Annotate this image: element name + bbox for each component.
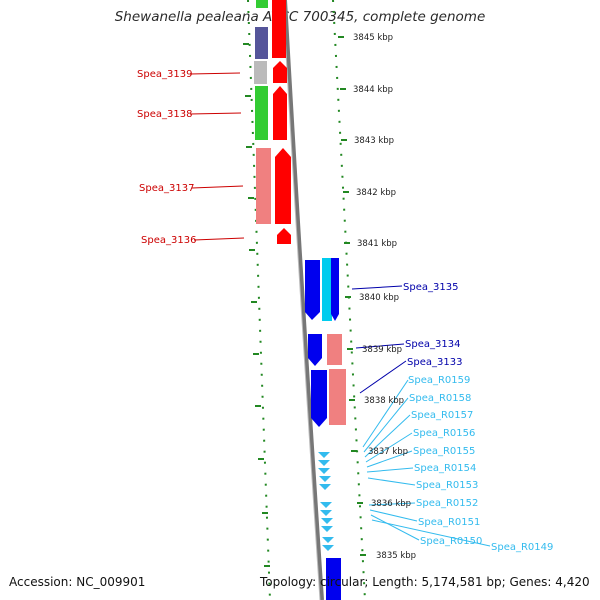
kbp-label: 3840 kbp — [359, 293, 399, 303]
feature-green-spea3138[interactable] — [255, 86, 268, 140]
pink-gene-spea3134[interactable] — [327, 334, 342, 365]
gene-label-spea3135[interactable]: Spea_3135 — [403, 282, 458, 293]
left-short-ticks — [243, 43, 270, 567]
kbp-labels: 3845 kbp 3844 kbp 3843 kbp 3842 kbp 3841… — [353, 33, 416, 561]
blue-gene-arrow-spea3134[interactable] — [308, 334, 322, 366]
trna-arrow[interactable] — [318, 452, 330, 458]
kbp-label: 3845 kbp — [353, 33, 393, 43]
kbp-label: 3835 kbp — [376, 551, 416, 561]
gene-label-speaR0149[interactable]: Spea_R0149 — [491, 542, 553, 553]
gene-label-spea3136[interactable]: Spea_3136 — [141, 235, 196, 246]
gene-label-spea3137[interactable]: Spea_3137 — [139, 183, 194, 194]
trna-arrow[interactable] — [318, 460, 330, 466]
feature-purple[interactable] — [255, 27, 268, 59]
trna-track — [318, 452, 334, 551]
kbp-label: 3836 kbp — [371, 499, 411, 509]
gene-label-speaR0156[interactable]: Spea_R0156 — [413, 428, 475, 439]
gene-label-speaR0151[interactable]: Spea_R0151 — [418, 517, 480, 528]
feature-gray-spea3139[interactable] — [254, 61, 267, 84]
trna-arrow[interactable] — [322, 537, 334, 543]
kbp-label: 3842 kbp — [356, 188, 396, 198]
left-outer-dotted-border — [247, 0, 271, 600]
kbp-label: 3839 kbp — [362, 345, 402, 355]
right-outer-dotted-border — [332, 0, 366, 600]
kbp-label: 3838 kbp — [364, 396, 404, 406]
trna-arrow[interactable] — [322, 545, 334, 551]
red-gene-arrow-spea3137[interactable] — [275, 148, 291, 224]
red-gene-track — [272, 0, 291, 244]
trna-arrow[interactable] — [320, 502, 332, 508]
gene-label-speaR0155[interactable]: Spea_R0155 — [413, 446, 475, 457]
kbp-label: 3843 kbp — [354, 136, 394, 146]
kbp-label: 3841 kbp — [357, 239, 397, 249]
blue-gene-bottom[interactable] — [326, 558, 341, 600]
genome-summary: Topology: circular; Length: 5,174,581 bp… — [260, 575, 590, 589]
gene-label-speaR0153[interactable]: Spea_R0153 — [416, 480, 478, 491]
gene-label-spea3138[interactable]: Spea_3138 — [137, 109, 192, 120]
gene-label-spea3139[interactable]: Spea_3139 — [137, 69, 192, 80]
blue-gene-arrow-spea3133[interactable] — [311, 370, 327, 427]
trna-arrow[interactable] — [319, 484, 331, 490]
label-leader-lines — [189, 72, 491, 547]
gene-label-speaR0158[interactable]: Spea_R0158 — [409, 393, 471, 404]
trna-arrow[interactable] — [318, 468, 330, 474]
gene-label-speaR0154[interactable]: Spea_R0154 — [414, 463, 476, 474]
blue-gene-arrow-spea3135[interactable] — [305, 260, 320, 320]
right-gene-labels: Spea_3135 Spea_3134 Spea_3133 — [403, 282, 462, 368]
gene-label-speaR0157[interactable]: Spea_R0157 — [411, 410, 473, 421]
gene-label-spea3134[interactable]: Spea_3134 — [405, 339, 460, 350]
red-gene-top[interactable] — [272, 0, 286, 58]
trna-arrow[interactable] — [320, 510, 332, 516]
feature-pink-spea3137[interactable] — [256, 148, 271, 224]
genome-axis — [283, 0, 324, 600]
left-feature-track — [254, 0, 271, 224]
blue-gene-track — [305, 258, 346, 600]
red-gene-arrow-spea3136[interactable] — [277, 228, 291, 244]
gene-label-speaR0150[interactable]: Spea_R0150 — [420, 536, 482, 547]
feature-green-top[interactable] — [256, 0, 268, 8]
kbp-label: 3837 kbp — [368, 447, 408, 457]
left-gene-labels: Spea_3139 Spea_3138 Spea_3137 Spea_3136 — [137, 69, 196, 246]
gene-label-speaR0152[interactable]: Spea_R0152 — [416, 498, 478, 509]
accession-label: Accession: NC_009901 — [9, 575, 146, 589]
gene-label-spea3133[interactable]: Spea_3133 — [407, 357, 462, 368]
genome-axis-shadow — [282, 0, 321, 600]
red-gene-arrow-spea3138[interactable] — [273, 86, 287, 140]
trna-arrow[interactable] — [321, 518, 333, 524]
cyan-gene-spea3135[interactable] — [322, 258, 332, 321]
rna-gene-labels: Spea_R0159 Spea_R0158 Spea_R0157 Spea_R0… — [408, 375, 553, 553]
red-gene-arrow-spea3139[interactable] — [273, 61, 287, 83]
trna-arrow[interactable] — [321, 526, 333, 532]
kbp-tick-marks — [338, 36, 366, 556]
gene-label-speaR0159[interactable]: Spea_R0159 — [408, 375, 470, 386]
blue-gene-arrow-2[interactable] — [331, 258, 339, 321]
trna-arrow[interactable] — [319, 476, 331, 482]
map-title: Shewanella pealeana ATCC 700345, complet… — [114, 9, 486, 25]
kbp-label: 3844 kbp — [353, 85, 393, 95]
pink-gene-spea3133[interactable] — [329, 369, 346, 425]
